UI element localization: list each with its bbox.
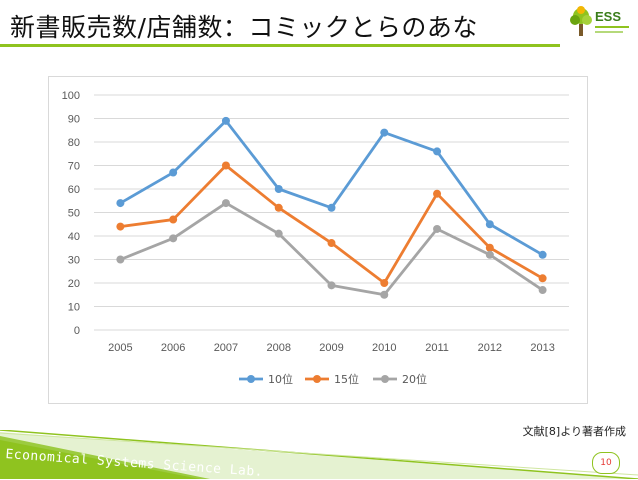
y-tick-label: 80 [68,137,80,149]
footer-banner [0,430,638,479]
data-point [327,203,336,212]
x-tick-label: 2008 [266,342,290,354]
data-point [538,250,547,259]
legend-label: 15位 [334,372,359,386]
data-point [116,199,125,208]
data-point [538,286,547,295]
logo-text: ESS [595,9,621,24]
legend-marker [313,375,321,383]
x-tick-label: 2009 [319,342,343,354]
data-point [327,281,336,290]
y-tick-label: 100 [62,90,80,102]
data-point [433,189,442,198]
data-point [221,161,230,170]
data-point [116,255,125,264]
y-tick-label: 50 [68,208,80,220]
line-chart: 0 10 20 30 40 50 60 70 80 90 100 2005 2006 2007 2008 20… [62,90,569,386]
x-tick-label: 2010 [372,342,396,354]
y-tick-label: 70 [68,161,80,173]
data-point [274,185,283,193]
data-point [221,116,230,125]
data-point [485,220,494,229]
legend-label: 20位 [402,372,427,386]
x-tick-label: 2007 [214,342,238,354]
data-point [433,147,442,156]
x-tick-label: 2011 [425,342,449,354]
series-line-15位 [120,164,544,285]
legend-label: 10位 [268,372,293,386]
data-point [485,250,494,259]
data-point [116,222,125,231]
source-note: 文献[8]より著者作成 [522,425,626,438]
x-tick-label: 2005 [108,342,132,354]
series-line-20位 [119,201,544,297]
x-tick-label: 2012 [478,342,502,354]
data-point [433,224,442,233]
y-tick-label: 90 [68,114,80,126]
data-point [538,274,547,283]
y-tick-label: 0 [74,325,80,337]
data-point [327,239,336,248]
data-point [274,203,283,212]
data-point [485,243,494,252]
y-tick-label: 30 [68,255,80,267]
slide-title: 新書販売数/店舗数：コミックとらのあな [10,13,478,42]
data-point [380,128,389,137]
data-point [169,234,178,243]
legend-marker [381,375,389,383]
series-line-10位 [119,119,544,257]
page-number: 10 [592,452,620,474]
data-point [221,199,230,208]
x-tick-label: 2013 [530,342,554,354]
x-tick-label: 2006 [161,342,185,354]
data-point [274,229,283,238]
title-underline [0,44,560,47]
logo-tree-icon [570,6,592,36]
legend-marker [247,375,255,383]
y-tick-label: 10 [68,302,80,314]
data-point [169,215,178,224]
data-point [380,290,389,299]
data-point [380,279,389,287]
data-point [169,168,178,177]
chart-container: 0 10 20 30 40 50 60 70 80 90 100 2005 2006 2007 2008 20… [48,76,588,404]
y-tick-label: 40 [68,231,80,243]
y-tick-label: 60 [68,184,80,196]
ess-logo-icon: ESS [570,6,629,36]
y-tick-label: 20 [68,278,80,290]
